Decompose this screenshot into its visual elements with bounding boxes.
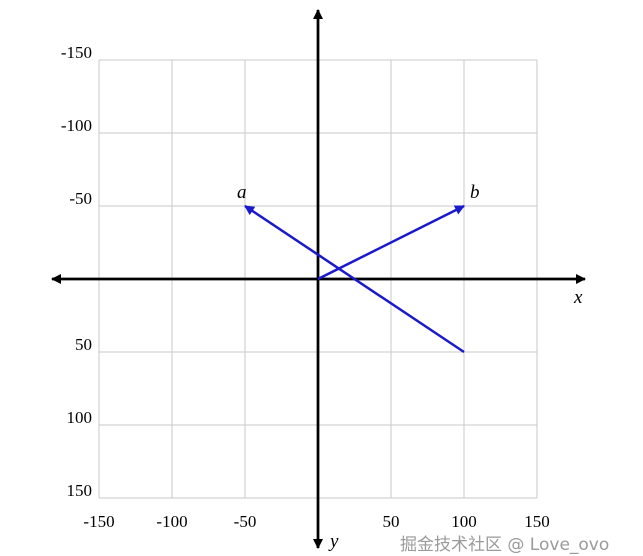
x-tick-label: 100 — [451, 512, 477, 531]
x-tick-label: -50 — [234, 512, 257, 531]
vector-label-a: a — [237, 182, 247, 203]
x-tick-label: -150 — [83, 512, 114, 531]
vector-a — [244, 204, 465, 354]
y-tick-label: -50 — [69, 189, 92, 208]
watermark: 掘金技术社区 @ Love_ovo — [400, 535, 610, 555]
y-tick-label: 50 — [75, 335, 92, 354]
x-tick-label: 50 — [383, 512, 400, 531]
x-axis-label: x — [573, 287, 583, 308]
y-axis-label: y — [328, 531, 339, 552]
y-tick-label: -150 — [61, 43, 92, 62]
y-tick-label: 150 — [67, 481, 93, 500]
x-tick-label: 150 — [524, 512, 550, 531]
y-tick-label: 100 — [67, 408, 93, 427]
y-tick-label: -100 — [61, 116, 92, 135]
vector-label-b: b — [470, 182, 480, 203]
x-tick-label: -100 — [156, 512, 187, 531]
vector-b — [317, 204, 465, 281]
